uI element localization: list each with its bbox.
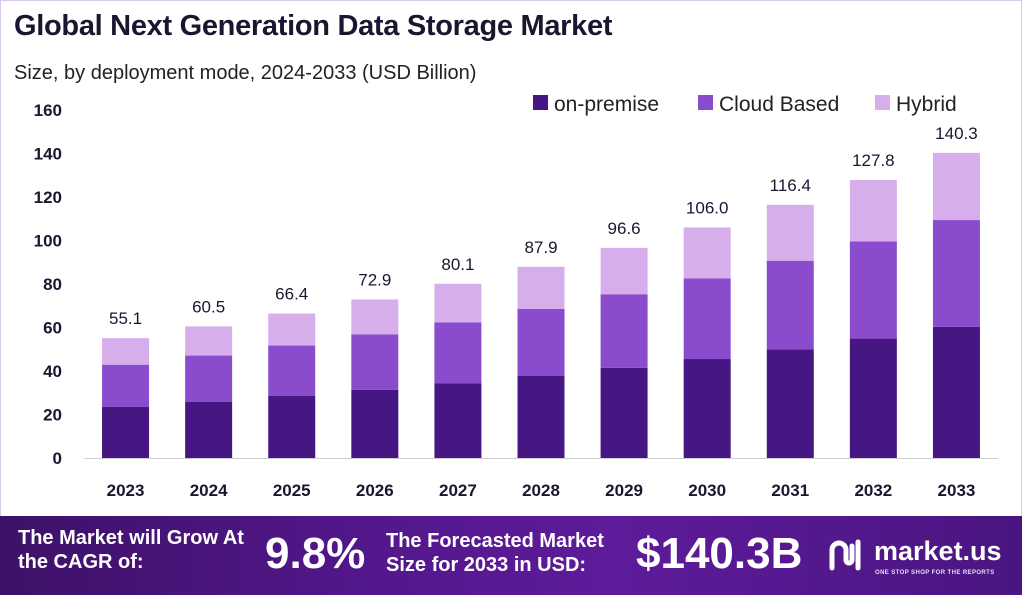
data-label-total: 72.9 — [358, 270, 391, 289]
brand-name: market.us — [874, 536, 1002, 566]
x-tick-label: 2031 — [771, 481, 809, 500]
bar-segment-cloud-based — [434, 322, 482, 384]
bar-segment-on-premise — [434, 383, 482, 458]
cagr-value: 9.8% — [265, 529, 366, 578]
bar-segment-hybrid — [766, 204, 814, 261]
legend-label: Hybrid — [896, 93, 957, 116]
bar-segment-cloud-based — [849, 241, 897, 339]
y-tick-label: 120 — [34, 188, 62, 207]
y-tick-label: 160 — [34, 101, 62, 120]
data-label-total: 127.8 — [852, 151, 895, 170]
y-tick-label: 100 — [34, 232, 62, 251]
x-tick-label: 2030 — [688, 481, 726, 500]
data-label-total: 140.3 — [935, 124, 978, 143]
bar-segment-hybrid — [102, 338, 150, 365]
bar-segment-cloud-based — [268, 345, 316, 397]
footer-banner: The Market will Grow At the CAGR of: 9.8… — [0, 516, 1022, 595]
bar-segment-on-premise — [683, 359, 731, 458]
data-label-total: 87.9 — [524, 238, 557, 257]
bar-segment-hybrid — [932, 152, 980, 221]
bar-segment-on-premise — [185, 401, 233, 458]
x-tick-label: 2032 — [854, 481, 892, 500]
data-label-total: 96.6 — [608, 219, 641, 238]
x-tick-label: 2029 — [605, 481, 643, 500]
market-us-logo-icon — [829, 539, 861, 571]
bar-segment-hybrid — [185, 326, 233, 356]
bar-segment-on-premise — [849, 338, 897, 458]
y-tick-label: 20 — [43, 406, 62, 425]
legend-swatch — [875, 95, 890, 110]
bar-segment-hybrid — [268, 313, 316, 346]
bar-segment-on-premise — [102, 406, 150, 458]
data-label-total: 80.1 — [441, 255, 474, 274]
legend-label: Cloud Based — [719, 93, 839, 116]
data-label-total: 106.0 — [686, 198, 729, 217]
bar-segment-on-premise — [351, 389, 399, 458]
bar-segment-cloud-based — [102, 364, 150, 407]
bar-segment-hybrid — [849, 180, 897, 242]
forecast-label: The Forecasted Market Size for 2033 in U… — [386, 530, 604, 576]
legend-label: on-premise — [554, 93, 659, 116]
bar-segment-cloud-based — [185, 355, 233, 402]
x-tick-label: 2028 — [522, 481, 560, 500]
y-tick-label: 40 — [43, 362, 62, 381]
x-tick-label: 2023 — [107, 481, 145, 500]
bar-segment-hybrid — [683, 227, 731, 279]
stacked-bar-chart: 0 20 40 60 80 100 120 140 160 55.1 2023 60.5 2024 66.… — [34, 93, 998, 500]
y-tick-label: 80 — [43, 275, 62, 294]
bar-segment-on-premise — [268, 396, 316, 458]
bar-segment-cloud-based — [683, 278, 731, 360]
bar-segment-hybrid — [517, 266, 565, 310]
x-tick-label: 2025 — [273, 481, 311, 500]
bar-segment-on-premise — [600, 367, 648, 458]
chart-title: Global Next Generation Data Storage Mark… — [14, 10, 613, 42]
y-tick-label: 0 — [53, 449, 62, 468]
y-tick-label: 140 — [34, 145, 62, 164]
chart-subtitle: Size, by deployment mode, 2024-2033 (USD… — [14, 62, 477, 84]
brand-tagline: ONE STOP SHOP FOR THE REPORTS — [875, 570, 995, 576]
bar-segment-cloud-based — [932, 220, 980, 327]
bar-segment-on-premise — [932, 326, 980, 458]
data-label-total: 116.4 — [770, 176, 811, 195]
bar-segment-on-premise — [517, 376, 565, 458]
data-label-total: 55.1 — [109, 309, 142, 328]
x-tick-label: 2026 — [356, 481, 394, 500]
x-tick-label: 2024 — [190, 481, 228, 500]
bar-segment-cloud-based — [351, 334, 399, 390]
bar-segment-cloud-based — [766, 260, 814, 350]
bar-segment-cloud-based — [600, 294, 648, 368]
bar-segment-on-premise — [766, 349, 814, 458]
data-label-total: 60.5 — [192, 297, 225, 316]
bar-segment-hybrid — [600, 247, 648, 295]
bar-segment-hybrid — [351, 299, 399, 335]
bar-segment-cloud-based — [517, 309, 565, 377]
y-tick-label: 60 — [43, 319, 62, 338]
cagr-label: The Market will Grow At the CAGR of: — [18, 527, 244, 573]
x-tick-label: 2033 — [938, 481, 976, 500]
bar-segment-hybrid — [434, 283, 482, 323]
legend-swatch — [698, 95, 713, 110]
legend-swatch — [533, 95, 548, 110]
x-tick-label: 2027 — [439, 481, 477, 500]
data-label-total: 66.4 — [275, 285, 308, 304]
forecast-value: $140.3B — [636, 529, 803, 578]
